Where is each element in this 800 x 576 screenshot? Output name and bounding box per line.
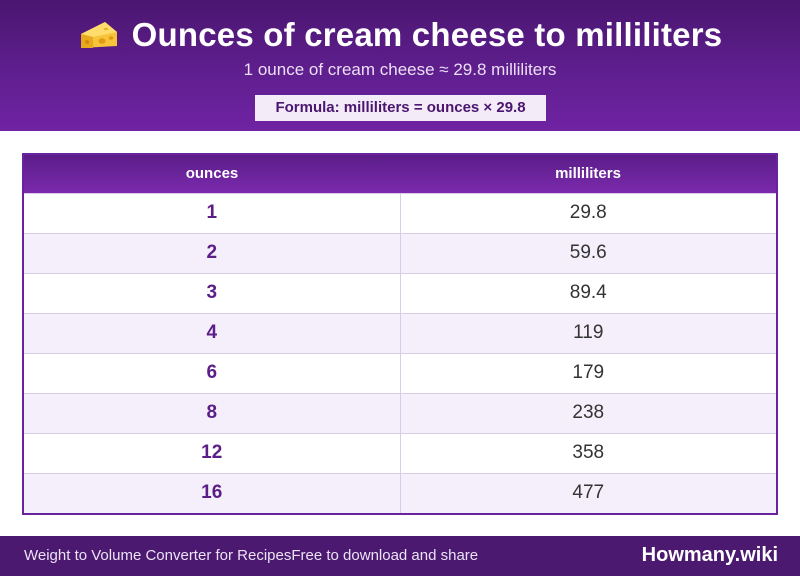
table-row: 4 119 xyxy=(24,312,776,353)
milliliters-cell: 358 xyxy=(400,432,776,473)
converter-name: Weight to Volume Converter for Recipes xyxy=(24,547,292,564)
cheese-icon xyxy=(78,18,120,52)
milliliters-cell: 29.8 xyxy=(400,192,776,233)
page-subtitle: 1 ounce of cream cheese ≈ 29.8 millilite… xyxy=(243,60,557,79)
title-row: Ounces of cream cheese to milliliters xyxy=(0,14,800,56)
table-row: 16 477 xyxy=(24,472,776,513)
ounces-cell: 1 xyxy=(24,192,401,233)
milliliters-cell: 179 xyxy=(400,352,776,393)
share-note: Free to download and share xyxy=(291,547,479,564)
footer: Weight to Volume Converter for RecipesFr… xyxy=(0,536,800,576)
table-row: 6 179 xyxy=(24,352,776,393)
brand-logo-text[interactable]: Howmany.wiki xyxy=(641,544,778,566)
ounces-cell: 4 xyxy=(24,312,401,353)
milliliters-cell: 59.6 xyxy=(400,232,776,273)
ounces-cell: 16 xyxy=(24,472,401,513)
ounces-cell: 2 xyxy=(24,232,401,273)
table-row: 12 358 xyxy=(24,432,776,473)
conversion-table: ounces milliliters 1 29.8 2 59.6 3 89.4 … xyxy=(22,153,778,515)
table-header-row: ounces milliliters xyxy=(24,155,776,193)
table-row: 2 59.6 xyxy=(24,232,776,273)
milliliters-cell: 89.4 xyxy=(400,272,776,313)
ounces-cell: 12 xyxy=(24,432,401,473)
ounces-cell: 6 xyxy=(24,352,401,393)
page-title: Ounces of cream cheese to milliliters xyxy=(131,16,723,53)
column-header-milliliters: milliliters xyxy=(555,165,621,183)
table-row: 8 238 xyxy=(24,392,776,433)
ounces-cell: 8 xyxy=(24,392,401,433)
milliliters-cell: 238 xyxy=(400,392,776,433)
ounces-cell: 3 xyxy=(24,272,401,313)
milliliters-cell: 477 xyxy=(400,472,776,513)
column-header-ounces: ounces xyxy=(185,165,239,183)
milliliters-cell: 119 xyxy=(400,312,776,353)
formula-badge: Formula: milliliters = ounces × 29.8 xyxy=(255,95,546,121)
table-row: 1 29.8 xyxy=(24,192,776,233)
table-row: 3 89.4 xyxy=(24,272,776,313)
footer-text: Weight to Volume Converter for RecipesFr… xyxy=(24,547,478,564)
header: Ounces of cream cheese to milliliters 1 … xyxy=(0,0,800,131)
